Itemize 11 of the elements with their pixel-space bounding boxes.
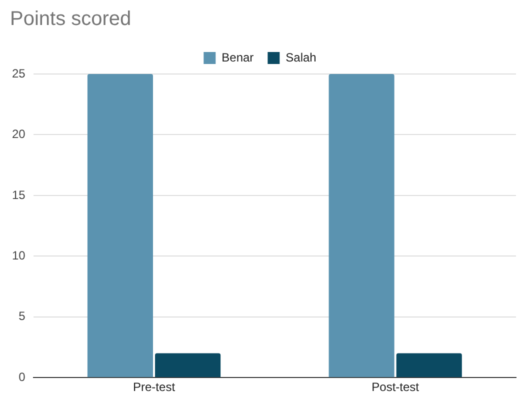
x-tick-label: Pre-test bbox=[133, 380, 176, 394]
y-tick-label: 0 bbox=[18, 370, 26, 384]
y-tick-label: 25 bbox=[12, 66, 26, 80]
legend-label: Salah bbox=[286, 50, 316, 64]
y-tick-label: 10 bbox=[12, 248, 26, 262]
legend-label: Benar bbox=[222, 50, 254, 64]
y-tick-label: 20 bbox=[12, 127, 26, 142]
y-tick-label: 15 bbox=[12, 188, 26, 202]
y-tick-label: 5 bbox=[18, 309, 26, 324]
chart-title: Points scored bbox=[10, 8, 132, 31]
x-tick-label: Post-test bbox=[372, 380, 420, 394]
